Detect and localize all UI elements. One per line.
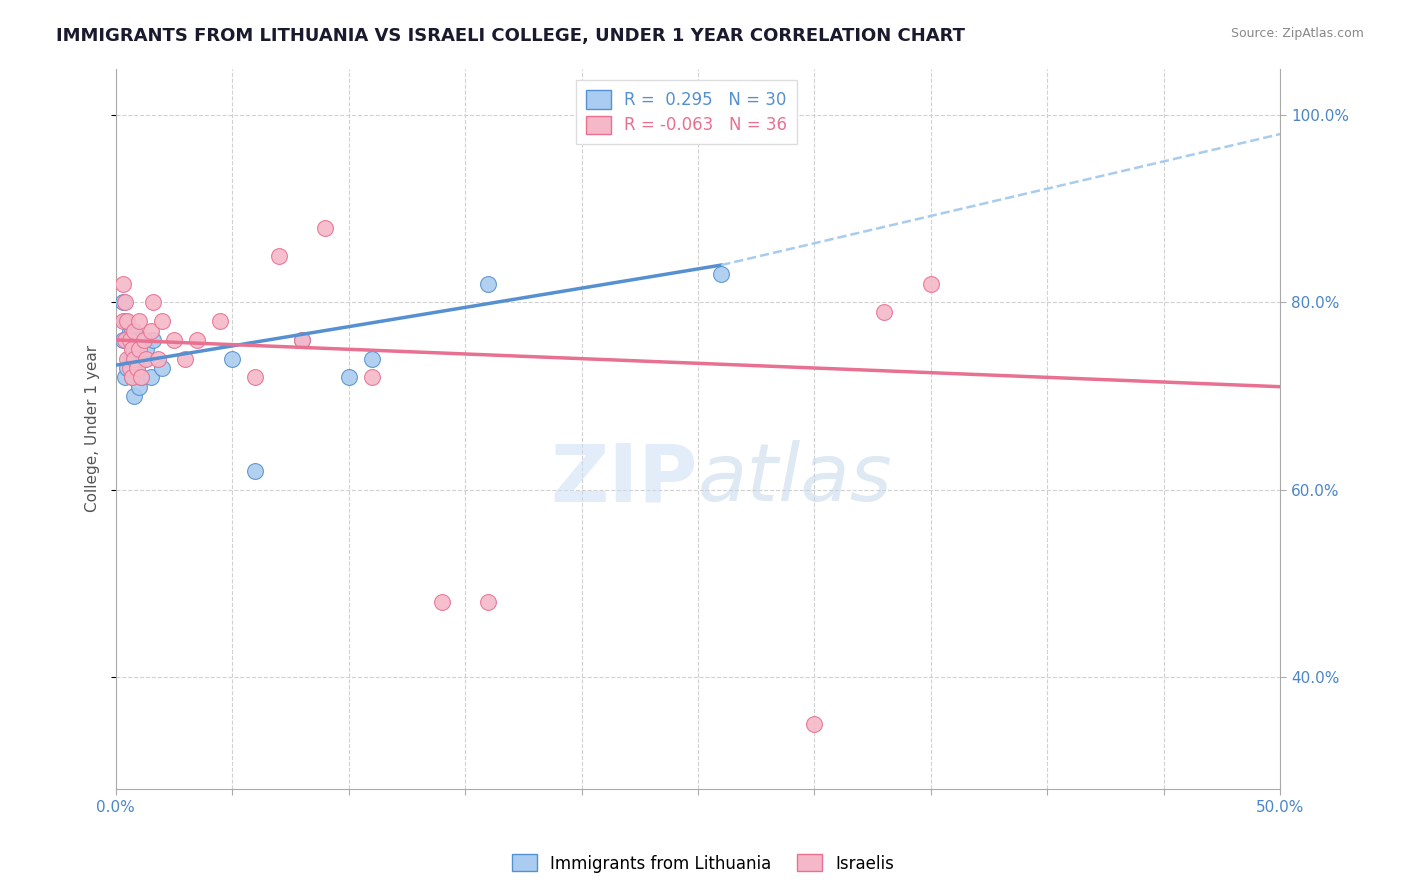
Point: [128, 380, 150, 394]
Point: [146, 351, 169, 366]
Point: [710, 268, 733, 282]
Text: IMMIGRANTS FROM LITHUANIA VS ISRAELI COLLEGE, UNDER 1 YEAR CORRELATION CHART: IMMIGRANTS FROM LITHUANIA VS ISRAELI COL…: [56, 27, 966, 45]
Point: [122, 351, 145, 366]
Point: [142, 295, 165, 310]
Point: [360, 370, 382, 384]
Legend: R =  0.295   N = 30, R = -0.063   N = 36: R = 0.295 N = 30, R = -0.063 N = 36: [575, 80, 797, 145]
Point: [114, 370, 136, 384]
Point: [129, 370, 152, 384]
Point: [267, 249, 290, 263]
Point: [118, 361, 141, 376]
Text: Source: ZipAtlas.com: Source: ZipAtlas.com: [1230, 27, 1364, 40]
Point: [111, 277, 134, 291]
Point: [139, 370, 162, 384]
Point: [122, 324, 145, 338]
Point: [129, 370, 152, 384]
Point: [209, 314, 232, 328]
Point: [122, 389, 145, 403]
Point: [128, 343, 150, 357]
Point: [111, 314, 134, 328]
Point: [430, 595, 453, 609]
Point: [115, 361, 138, 376]
Point: [245, 370, 267, 384]
Point: [360, 351, 382, 366]
Y-axis label: College, Under 1 year: College, Under 1 year: [86, 345, 100, 512]
Point: [115, 351, 138, 366]
Point: [121, 370, 143, 384]
Point: [873, 305, 896, 319]
Text: ZIP: ZIP: [551, 441, 697, 518]
Point: [111, 295, 134, 310]
Point: [163, 333, 186, 347]
Point: [245, 464, 267, 478]
Point: [221, 351, 243, 366]
Point: [803, 716, 825, 731]
Point: [118, 333, 141, 347]
Point: [122, 343, 145, 357]
Point: [291, 333, 314, 347]
Point: [114, 295, 136, 310]
Point: [132, 333, 155, 347]
Point: [121, 324, 143, 338]
Point: [135, 343, 157, 357]
Point: [150, 314, 173, 328]
Point: [128, 314, 150, 328]
Point: [114, 333, 136, 347]
Point: [125, 361, 148, 376]
Point: [125, 361, 148, 376]
Point: [128, 351, 150, 366]
Point: [337, 370, 360, 384]
Point: [920, 277, 942, 291]
Point: [291, 333, 314, 347]
Point: [132, 351, 155, 366]
Point: [150, 361, 173, 376]
Point: [139, 324, 162, 338]
Point: [111, 333, 134, 347]
Point: [142, 333, 165, 347]
Point: [115, 333, 138, 347]
Point: [477, 595, 499, 609]
Point: [135, 351, 157, 366]
Point: [314, 220, 336, 235]
Legend: Immigrants from Lithuania, Israelis: Immigrants from Lithuania, Israelis: [505, 847, 901, 880]
Point: [115, 314, 138, 328]
Point: [118, 324, 141, 338]
Point: [118, 351, 141, 366]
Point: [114, 314, 136, 328]
Point: [121, 370, 143, 384]
Point: [121, 343, 143, 357]
Point: [125, 333, 148, 347]
Text: atlas: atlas: [697, 441, 893, 518]
Point: [121, 351, 143, 366]
Point: [174, 351, 197, 366]
Point: [477, 277, 499, 291]
Point: [186, 333, 208, 347]
